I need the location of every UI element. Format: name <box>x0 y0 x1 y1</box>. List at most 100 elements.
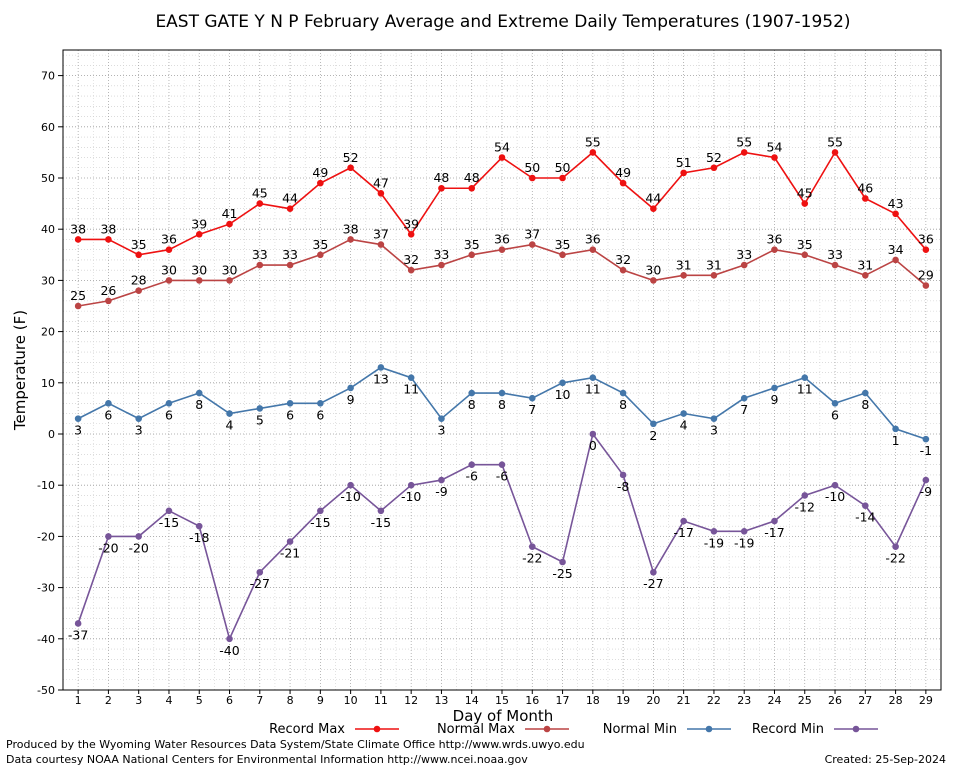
data-label: -6 <box>465 469 478 484</box>
data-label: -1 <box>920 443 932 458</box>
data-label: 35 <box>555 237 571 252</box>
data-label: 44 <box>645 191 661 206</box>
data-label: -22 <box>522 551 542 566</box>
data-point <box>528 241 536 248</box>
data-point <box>771 384 778 392</box>
data-point <box>468 184 476 192</box>
data-point <box>498 461 506 469</box>
data-label: 39 <box>403 216 419 231</box>
data-label: -15 <box>159 515 179 530</box>
x-tick-label: 11 <box>374 694 388 707</box>
data-point <box>771 517 778 525</box>
data-point <box>559 558 566 566</box>
data-point <box>771 246 778 253</box>
data-label: 5 <box>256 412 264 427</box>
data-point <box>165 246 173 253</box>
data-point <box>740 149 748 156</box>
data-label: -17 <box>764 525 784 540</box>
data-label: -10 <box>825 489 845 504</box>
data-label: 8 <box>468 397 476 412</box>
data-point <box>377 507 385 515</box>
y-tick-label: 70 <box>41 70 55 83</box>
legend: Record Max Normal Max Normal Min Record Min <box>269 722 878 737</box>
data-point <box>710 271 718 279</box>
data-point <box>347 481 354 489</box>
data-point <box>650 205 657 213</box>
data-point <box>650 420 657 428</box>
data-point <box>226 410 233 417</box>
data-point <box>347 164 354 172</box>
data-label: 31 <box>706 257 722 272</box>
data-point <box>226 635 233 643</box>
data-point <box>74 415 82 422</box>
data-label: 36 <box>494 232 510 247</box>
data-label: 8 <box>498 397 506 412</box>
x-tick-label: 24 <box>767 694 781 707</box>
chart-title: EAST GATE Y N P February Average and Ext… <box>155 12 850 32</box>
data-label: 31 <box>857 257 873 272</box>
data-label: 33 <box>736 247 752 262</box>
x-tick-label: 26 <box>828 694 842 707</box>
data-label: 11 <box>797 382 813 397</box>
data-label: -10 <box>340 489 360 504</box>
data-point <box>892 210 899 218</box>
data-point <box>317 399 324 407</box>
data-point <box>407 266 415 274</box>
x-tick-label: 12 <box>404 694 418 707</box>
data-point <box>135 415 142 422</box>
legend-swatch-marker <box>705 725 713 733</box>
legend-item-record-min: Record Min <box>752 722 878 737</box>
data-point <box>468 251 476 259</box>
data-label: 55 <box>736 134 752 149</box>
data-label: 33 <box>282 247 298 262</box>
data-label: 35 <box>131 237 147 252</box>
data-point <box>438 476 445 484</box>
data-label: -9 <box>435 484 448 499</box>
x-tick-label: 9 <box>317 694 324 707</box>
data-point <box>619 471 627 479</box>
x-tick-label: 27 <box>858 694 872 707</box>
x-tick-label: 5 <box>196 694 203 707</box>
data-label: 46 <box>857 180 873 195</box>
data-point <box>377 190 385 197</box>
data-label: 6 <box>831 407 839 422</box>
data-point <box>135 287 142 294</box>
data-label: -17 <box>673 525 693 540</box>
data-label: 30 <box>191 262 207 277</box>
series-normal-min: 3 6 3 6 8 4 5 6 6 9 13 11 3 8 8 7 10 11 8 2 4 3 7 9 11 6 8 1 -1 <box>74 364 932 458</box>
data-point <box>589 430 597 438</box>
data-point <box>165 399 173 407</box>
data-label: 35 <box>464 237 480 252</box>
y-axis-label: Temperature (F) <box>11 310 29 431</box>
data-point <box>105 533 112 540</box>
y-tick-label: 60 <box>41 121 55 134</box>
x-tick-label: 29 <box>919 694 933 707</box>
y-tick-label: 40 <box>41 223 55 236</box>
data-point <box>619 266 627 274</box>
x-tick-label: 17 <box>556 694 570 707</box>
data-point <box>407 231 415 238</box>
data-point <box>680 169 687 177</box>
data-label: 29 <box>918 268 934 283</box>
data-label: 30 <box>161 262 177 277</box>
data-point <box>438 415 445 422</box>
data-label: -27 <box>250 576 270 591</box>
data-label: -6 <box>496 469 509 484</box>
data-point <box>619 389 627 397</box>
x-tick-label: 3 <box>135 694 142 707</box>
data-point <box>589 246 597 253</box>
x-tick-label: 2 <box>105 694 112 707</box>
x-axis-label: Day of Month <box>453 707 554 725</box>
data-point <box>407 481 415 489</box>
legend-swatch-marker <box>373 725 381 733</box>
data-label: 48 <box>464 170 480 185</box>
data-point <box>74 236 82 243</box>
data-label: 35 <box>312 237 328 252</box>
data-label: 2 <box>649 428 657 443</box>
data-label: -37 <box>68 627 88 642</box>
data-point <box>831 261 839 269</box>
data-label: -15 <box>310 515 330 530</box>
data-point <box>226 277 233 284</box>
data-point <box>347 236 354 243</box>
